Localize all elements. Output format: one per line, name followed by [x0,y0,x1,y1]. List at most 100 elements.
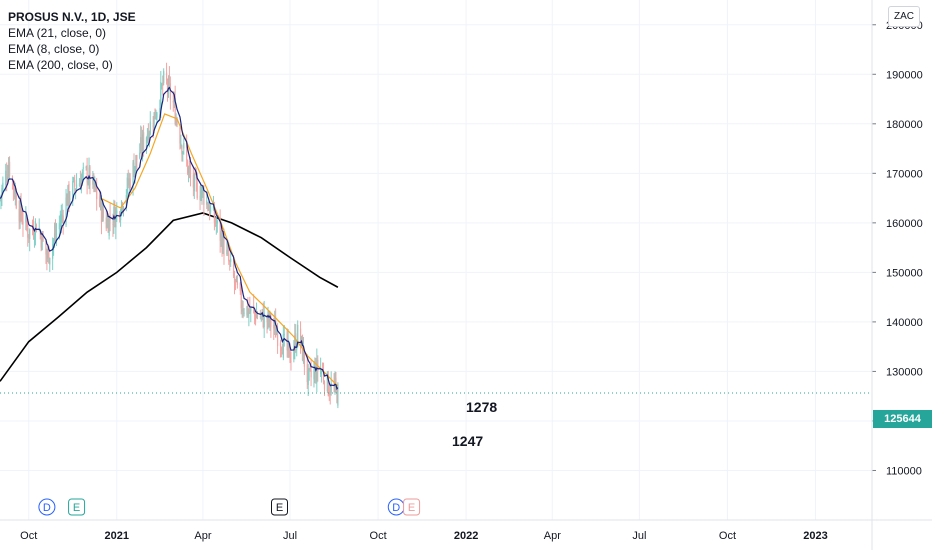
candle-body [297,324,299,347]
candle-body [201,186,203,195]
candle-body [220,233,222,238]
candle-body [281,352,283,355]
candle-body [189,168,192,178]
ema200-line [0,212,339,382]
candle-body [262,311,264,328]
candle-body [209,206,212,213]
x-tick-label: Oct [719,530,736,542]
candle-body [73,177,75,181]
x-tick-label: 2023 [803,530,827,542]
candle-body [112,224,114,226]
dividend-marker [38,498,56,516]
y-tick-label: 130000 [886,366,923,378]
candle-body [95,183,97,191]
candle-body [276,333,278,335]
candle-body [116,210,118,214]
candle-body [35,224,37,233]
x-tick-label: 2022 [454,530,478,542]
candle-body [62,215,64,223]
x-tick-label: Oct [20,530,37,542]
annotation-upper[interactable]: 1278 [466,399,498,415]
candle-body [100,199,103,223]
candle-body [313,370,315,380]
candle-body [96,187,98,200]
candle-body [290,360,292,362]
candle-body [85,166,87,169]
candle-body [248,311,250,314]
candle-body [14,192,16,198]
earnings-marker [403,498,421,516]
candle-body [66,197,68,206]
candle-body [142,132,145,150]
candle-body [202,188,204,191]
candle-body [316,360,318,383]
candle-body [88,167,90,181]
candle-body [247,302,249,316]
candle-layer [0,62,339,409]
candle-body [282,334,284,358]
candle-body [25,215,27,223]
candle-body [295,333,297,351]
currency-unit-button[interactable]: ZAC [888,6,920,27]
candle-body [308,368,310,371]
candle-body [40,234,42,248]
candle-body [32,227,35,237]
candle-body [327,374,329,396]
candle-body [254,314,257,322]
last-price-badge: 125644 [873,410,932,428]
candle-body [241,309,243,312]
candle-body [187,167,190,173]
candle-body [74,179,76,187]
candle-body [107,219,109,233]
candle-body [335,377,337,387]
candle-body [256,314,259,318]
candle-body [179,127,181,144]
candle-body [320,368,322,375]
candle-body [219,217,221,241]
candle-body [287,340,289,351]
candle-body [169,83,171,100]
x-tick-label: Oct [370,530,387,542]
candle-body [45,241,47,255]
event-marker-label: D [392,502,400,514]
candle-body [31,226,34,230]
candle-body [106,219,108,228]
candle-body [176,119,178,126]
candle-body [296,346,298,350]
candle-body [92,175,94,185]
candle-body [236,280,238,285]
candle-body [153,112,155,132]
legend-ema-21[interactable]: EMA (21, close, 0) [8,26,107,40]
candle-body [134,165,136,178]
candle-body [48,246,50,264]
candle-body [55,232,58,235]
candle-body [254,311,256,314]
candle-body [203,190,205,205]
earnings-marker [68,498,86,516]
candle-body [133,162,135,177]
legend-ema-200[interactable]: EMA (200, close, 0) [8,58,113,72]
event-marker-label: D [43,502,51,514]
candle-body [234,279,237,281]
candle-body [81,172,83,178]
candle-body [276,332,279,347]
candle-body [136,155,138,160]
candle-body [181,145,183,155]
candle-body [192,174,194,188]
candle-body [105,217,107,229]
y-tick-label: 160000 [886,218,923,230]
candle-body [108,216,110,236]
candle-body [163,71,165,84]
candle-body [18,208,20,222]
candle-body [65,197,67,225]
annotation-lower[interactable]: 1247 [452,433,484,449]
candle-body [12,181,15,190]
candle-body [8,161,11,177]
candle-body [166,82,169,91]
candle-body [53,233,56,240]
candle-body [128,178,130,186]
legend-ema-8[interactable]: EMA (8, close, 0) [8,42,100,56]
candle-body [89,166,91,186]
